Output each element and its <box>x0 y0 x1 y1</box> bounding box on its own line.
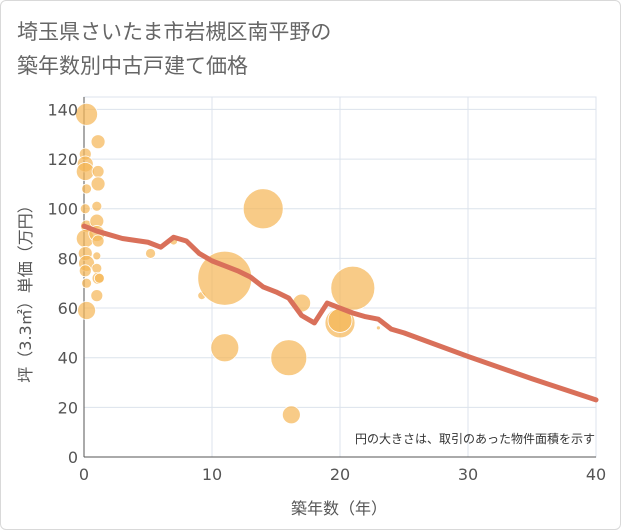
bubble-point <box>281 405 301 425</box>
bubble-point <box>81 277 92 289</box>
y-tick-label: 0 <box>68 448 78 467</box>
x-tick-label: 20 <box>330 465 350 484</box>
x-tick-label: 0 <box>79 465 89 484</box>
bubble-point <box>270 339 308 377</box>
bubble-point <box>91 262 103 274</box>
title-line-1: 埼玉県さいたま市岩槻区南平野の <box>17 20 332 44</box>
y-tick-label: 100 <box>47 200 78 219</box>
y-tick-label: 120 <box>47 150 78 169</box>
size-note: 円の大きさは、取引のあった物件面積を示す <box>355 431 595 446</box>
bubble-point <box>330 265 376 311</box>
bubble-point <box>93 272 105 284</box>
bubble-point <box>90 176 106 192</box>
y-tick-label: 140 <box>47 100 78 119</box>
y-axis-label: 坪（3.3㎡）単価（万円） <box>16 197 35 382</box>
y-tick-label: 20 <box>58 398 78 417</box>
bubble-point <box>77 301 96 320</box>
x-axis-label: 築年数（年） <box>291 499 387 518</box>
bubble-point <box>79 203 91 215</box>
tick-labels: 0 20 40 60 80 100 120 140 0 10 20 30 40 <box>47 100 606 484</box>
bubble-point <box>78 264 92 278</box>
bubble-point <box>81 183 92 195</box>
x-tick-label: 10 <box>202 465 222 484</box>
y-tick-label: 60 <box>58 299 78 318</box>
bubble-point <box>75 102 98 126</box>
x-tick-label: 30 <box>458 465 478 484</box>
trend-line <box>81 223 599 403</box>
bubble-point <box>75 162 95 181</box>
bubble-point <box>375 325 381 331</box>
title-line-2: 築年数別中古戸建て価格 <box>17 54 248 78</box>
chart-title: 埼玉県さいたま市岩槻区南平野の 築年数別中古戸建て価格 <box>17 15 331 83</box>
bubble-series <box>75 102 381 425</box>
bubble-point <box>145 248 156 259</box>
bubble-point <box>242 188 284 230</box>
bubble-point <box>90 289 104 303</box>
bubble-point <box>91 234 105 248</box>
bubble-point <box>91 165 105 178</box>
x-tick-label: 40 <box>586 465 606 484</box>
trend-line-group <box>81 223 599 403</box>
y-tick-label: 80 <box>58 249 78 268</box>
y-tick-label: 40 <box>58 349 78 368</box>
bubble-point <box>91 200 103 212</box>
bubble-point <box>210 333 240 363</box>
bubble-point <box>92 251 102 261</box>
bubble-point <box>90 134 106 150</box>
